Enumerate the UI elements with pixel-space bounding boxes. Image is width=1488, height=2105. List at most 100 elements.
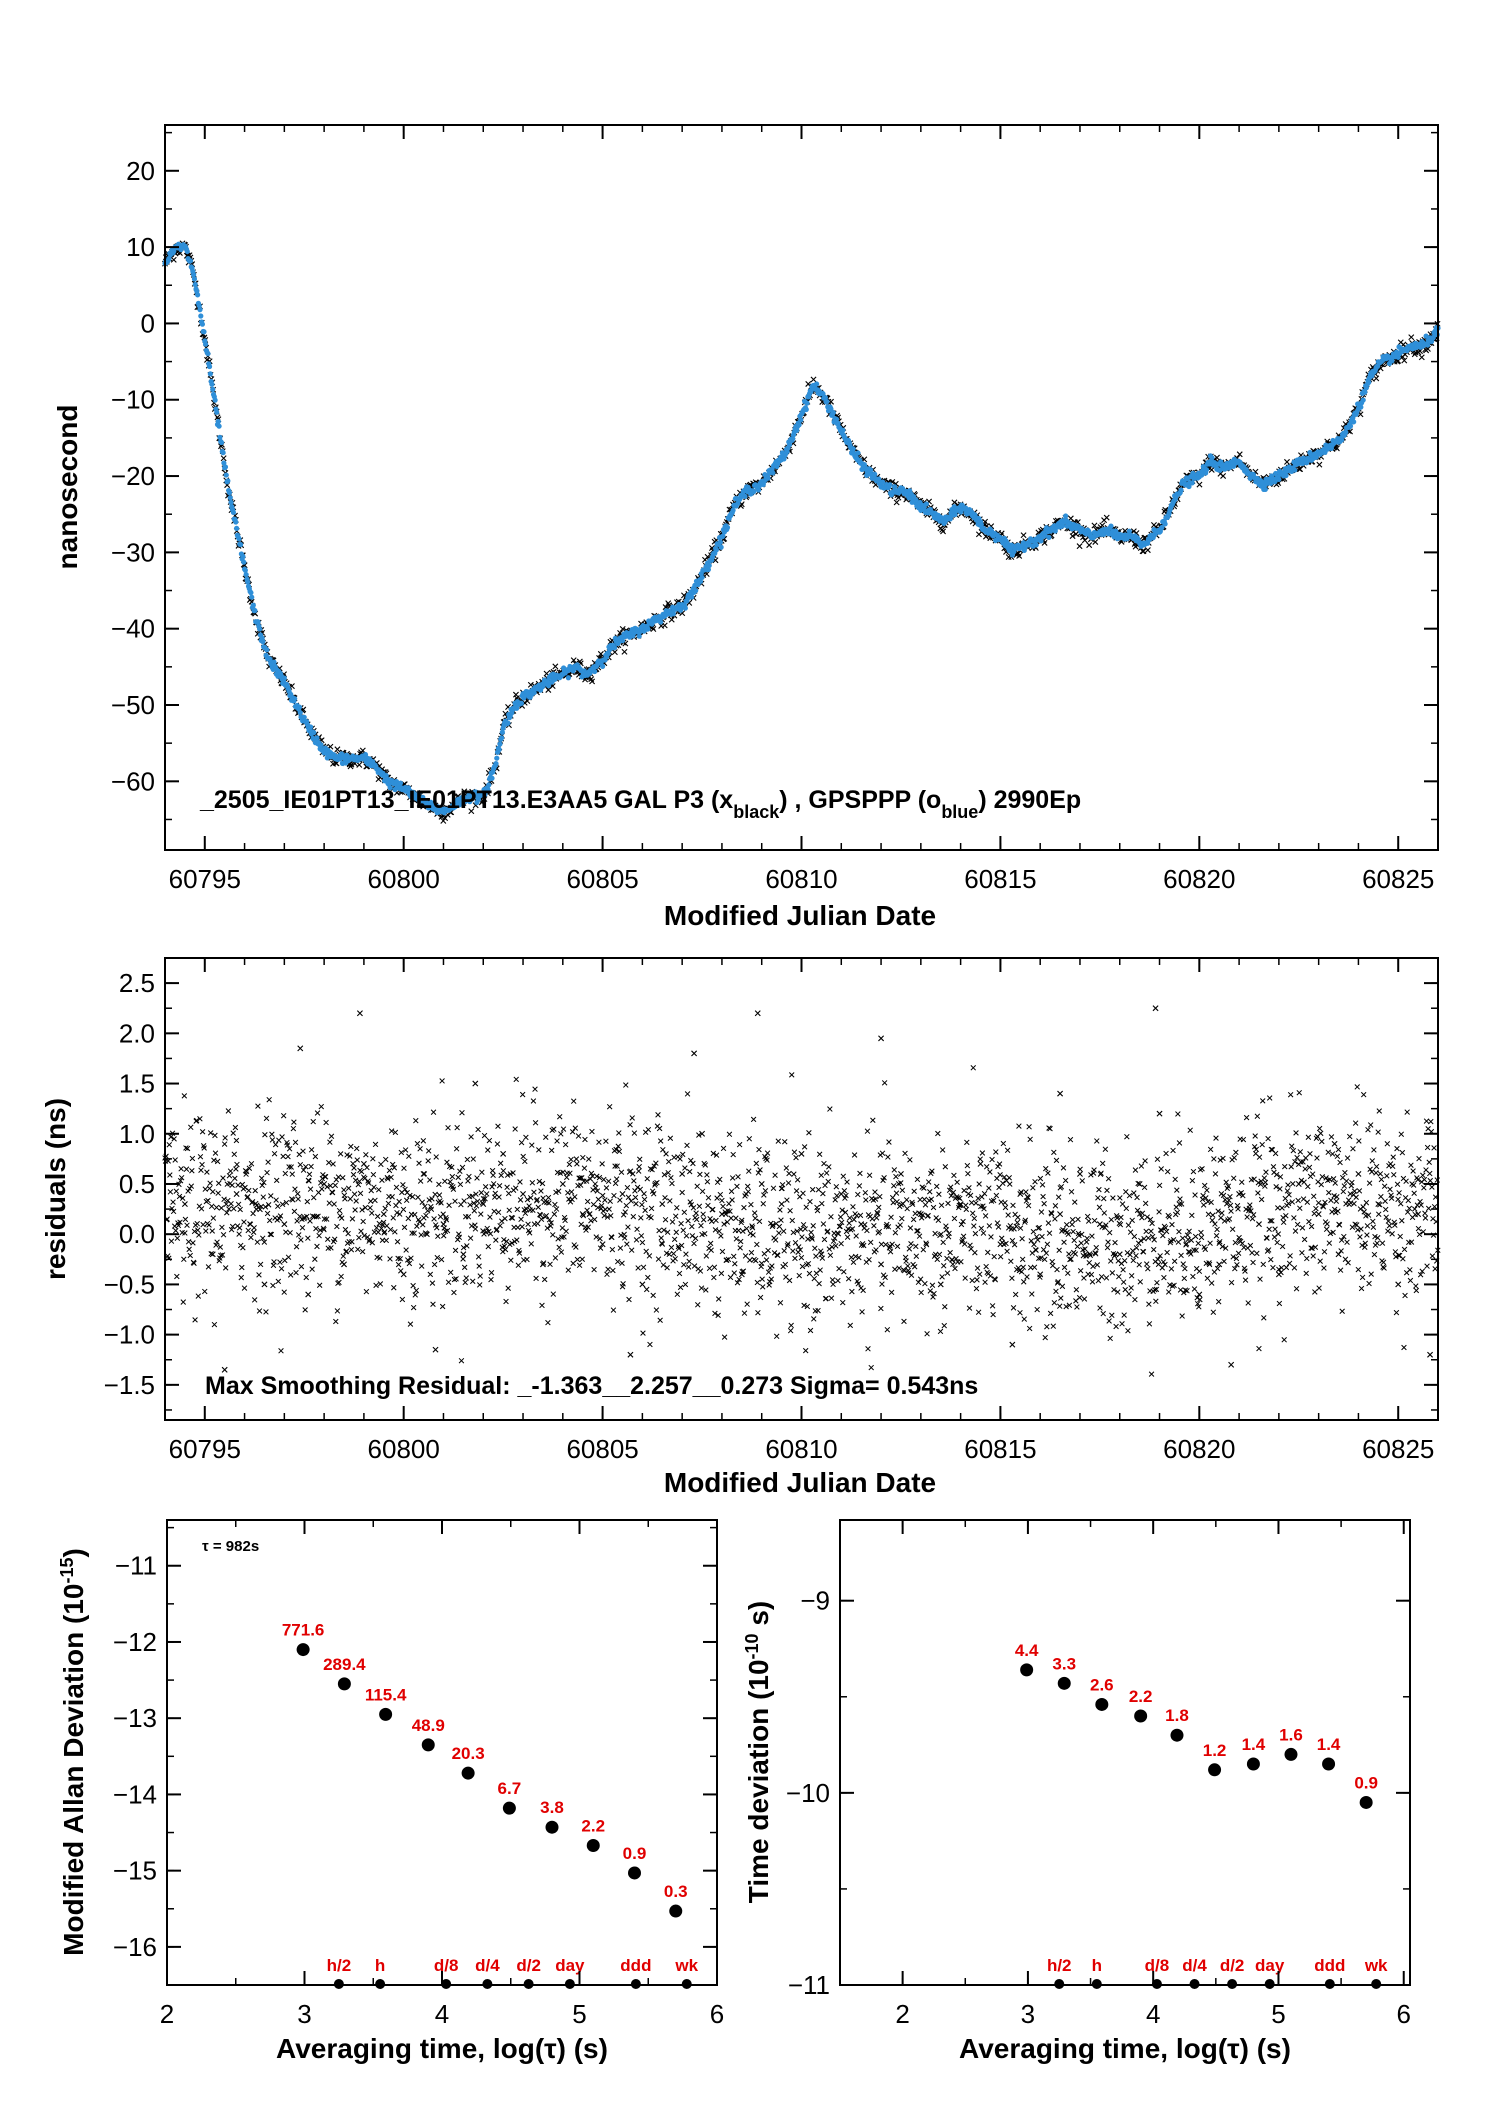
x-marker — [772, 1237, 779, 1243]
x-marker — [221, 1196, 227, 1203]
x-marker — [893, 499, 900, 506]
x-marker — [951, 1172, 957, 1179]
x-marker — [758, 1260, 765, 1267]
x-marker — [698, 1285, 705, 1291]
x-marker — [311, 1194, 317, 1201]
x-marker — [326, 1159, 332, 1166]
o-marker — [297, 709, 303, 716]
x-marker — [720, 1203, 726, 1210]
x-marker — [877, 1193, 883, 1200]
o-marker — [1033, 542, 1039, 548]
x-marker — [935, 1217, 942, 1224]
x-marker — [1106, 1318, 1112, 1324]
x-marker — [792, 1239, 799, 1246]
x-marker — [699, 1188, 706, 1195]
x-marker — [402, 1147, 409, 1153]
x-marker — [647, 1341, 653, 1348]
x-marker — [703, 1287, 709, 1293]
x-marker — [440, 1232, 447, 1239]
o-marker — [237, 541, 244, 548]
x-marker — [694, 1302, 701, 1308]
x-marker — [746, 1136, 753, 1142]
x-marker — [372, 1141, 379, 1148]
x-marker — [610, 1307, 617, 1313]
x-marker — [1052, 1203, 1059, 1209]
x-marker — [720, 1145, 727, 1152]
o-marker — [184, 248, 190, 255]
x-marker — [949, 1257, 956, 1263]
x-marker — [1007, 1181, 1013, 1187]
x-marker — [980, 1230, 987, 1236]
x-marker — [263, 1115, 270, 1122]
x-marker — [310, 1118, 316, 1125]
x-marker — [447, 1269, 454, 1276]
residuals-panel: 60795 60800 60805 60810 60815 60820 60825−1.5−… — [40, 957, 1441, 1498]
x-marker — [415, 1194, 421, 1201]
y-tick-label: −30 — [111, 537, 155, 567]
x-marker — [461, 1264, 468, 1271]
x-marker — [613, 1176, 620, 1182]
x-marker — [700, 1211, 706, 1217]
x-marker — [1076, 1294, 1083, 1301]
x-marker — [873, 1247, 879, 1253]
x-marker — [733, 1215, 739, 1221]
x-marker — [995, 1163, 1001, 1170]
x-marker — [892, 1229, 899, 1236]
x-marker — [853, 1233, 859, 1239]
x-marker — [282, 1170, 289, 1177]
x-marker — [462, 1279, 468, 1286]
x-marker — [187, 1252, 193, 1259]
x-marker — [691, 1240, 697, 1247]
x-marker — [222, 1265, 229, 1271]
x-marker — [1021, 1316, 1028, 1322]
x-marker — [988, 1234, 994, 1240]
x-marker — [1020, 1279, 1027, 1285]
x-marker — [1085, 1218, 1092, 1224]
o-marker — [518, 700, 525, 706]
x-marker — [1140, 548, 1147, 555]
x-marker — [631, 1178, 637, 1184]
o-marker — [191, 276, 198, 282]
x-marker — [619, 625, 626, 632]
x-marker — [987, 1273, 994, 1279]
x-marker — [314, 1110, 321, 1116]
x-marker — [963, 1206, 970, 1213]
x-marker — [337, 1151, 344, 1157]
x-marker — [828, 1213, 834, 1220]
x-marker — [713, 1217, 719, 1224]
x-marker — [248, 1234, 254, 1241]
x-marker — [518, 1216, 524, 1223]
x-marker — [264, 1169, 270, 1176]
x-marker — [232, 1175, 238, 1182]
x-marker — [937, 1328, 944, 1335]
x-marker — [293, 1243, 300, 1250]
x-marker — [1061, 1264, 1068, 1271]
o-marker — [713, 547, 719, 553]
x-marker — [705, 1195, 712, 1201]
x-marker — [816, 1280, 822, 1287]
x-marker — [790, 1248, 796, 1254]
x-marker — [591, 1266, 597, 1273]
x-marker — [513, 1076, 519, 1083]
x-marker — [1094, 1138, 1100, 1144]
x-marker — [979, 1150, 986, 1156]
x-marker — [197, 1153, 204, 1160]
x-marker — [454, 1124, 460, 1131]
x-marker — [1051, 1149, 1057, 1156]
x-marker — [781, 1248, 787, 1254]
x-marker — [913, 1243, 919, 1250]
x-marker — [414, 1223, 420, 1229]
x-marker — [477, 1273, 484, 1279]
x-tick-label: 60810 — [765, 864, 837, 894]
x-marker — [189, 1168, 195, 1174]
x-marker — [973, 1200, 979, 1206]
x-marker — [210, 1188, 216, 1195]
x-marker — [585, 1156, 592, 1162]
x-marker — [1004, 1147, 1011, 1154]
x-marker — [776, 1223, 783, 1230]
x-marker — [401, 1165, 407, 1171]
x-marker — [829, 1244, 835, 1250]
x-marker — [551, 1211, 558, 1217]
x-marker — [793, 1154, 799, 1161]
y-tick-label: −10 — [111, 385, 155, 415]
